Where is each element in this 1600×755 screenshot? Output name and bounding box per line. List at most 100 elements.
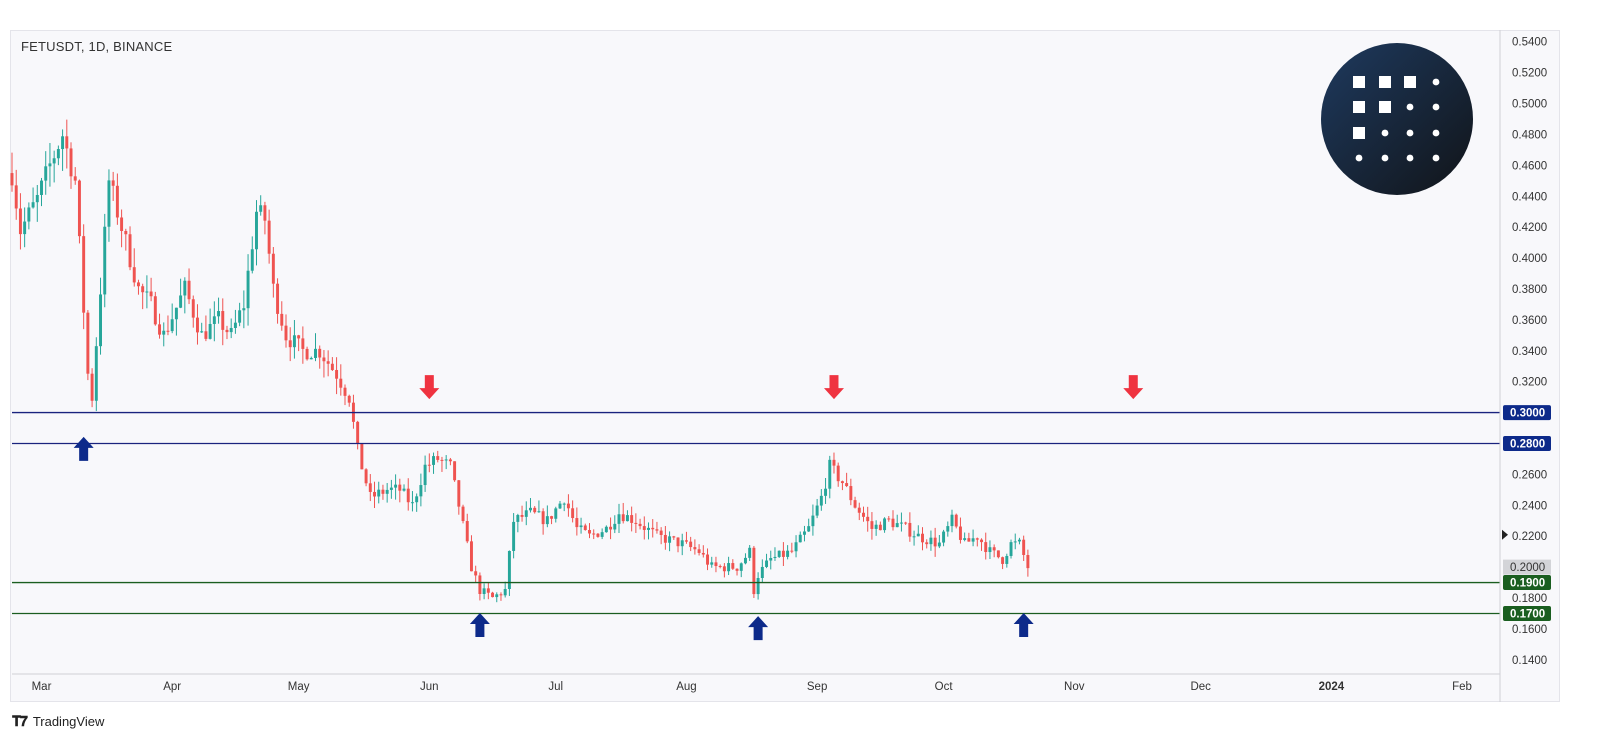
candle-body bbox=[267, 220, 271, 254]
price-axis[interactable]: 0.5400 0.5200 0.5000 0.4800 0.4600 0.4400 0.42… bbox=[1499, 30, 1551, 702]
candle bbox=[250, 236, 254, 274]
candle bbox=[908, 512, 912, 542]
candle bbox=[415, 493, 419, 512]
candle bbox=[267, 209, 271, 264]
chart-pane[interactable] bbox=[10, 30, 1560, 702]
price-tick-label: 0.2400 bbox=[1512, 500, 1547, 512]
candle bbox=[845, 472, 849, 488]
candle bbox=[271, 247, 275, 298]
candle-body bbox=[651, 527, 655, 530]
candle bbox=[457, 479, 461, 515]
candle bbox=[343, 384, 347, 406]
tradingview-brand[interactable]: 𝐓𝟕 TradingView bbox=[12, 713, 104, 729]
candle-body bbox=[550, 516, 554, 519]
candle-body bbox=[862, 512, 865, 517]
candle-body bbox=[769, 558, 773, 561]
candle bbox=[61, 129, 65, 171]
candle bbox=[828, 455, 832, 499]
candle bbox=[373, 481, 376, 509]
candle-body bbox=[777, 550, 781, 557]
candle-body bbox=[478, 575, 482, 595]
candle bbox=[507, 550, 511, 596]
candle bbox=[419, 473, 423, 507]
candle bbox=[819, 489, 823, 511]
candle bbox=[887, 515, 891, 522]
logo-dot bbox=[1432, 154, 1440, 162]
logo-dot bbox=[1406, 154, 1414, 162]
candle bbox=[617, 503, 621, 533]
candle bbox=[339, 364, 343, 396]
candle bbox=[280, 301, 284, 331]
candle bbox=[647, 522, 650, 540]
candle bbox=[588, 523, 591, 539]
candle bbox=[204, 315, 208, 342]
candle bbox=[246, 254, 250, 326]
candle-body bbox=[642, 526, 646, 530]
candle bbox=[238, 302, 242, 327]
candle bbox=[706, 548, 709, 571]
candle-body bbox=[819, 495, 823, 506]
logo-square bbox=[1353, 127, 1365, 139]
badge-label: 0.3000 bbox=[1510, 408, 1545, 420]
candle-body bbox=[870, 521, 874, 529]
badge-label: 0.2800 bbox=[1510, 438, 1545, 450]
candle-body bbox=[276, 283, 280, 314]
candle bbox=[179, 278, 183, 309]
candle bbox=[967, 532, 971, 542]
candle bbox=[954, 513, 958, 529]
candle-body bbox=[410, 502, 414, 504]
candle bbox=[765, 553, 769, 569]
candle bbox=[950, 509, 954, 533]
candle-body bbox=[491, 592, 495, 598]
candle-body bbox=[575, 518, 579, 528]
time-axis[interactable]: Mar Apr May Jun Jul Aug Sep Oct Nov Dec 2024 Feb bbox=[12, 673, 1500, 693]
candle bbox=[655, 521, 659, 534]
candle bbox=[604, 525, 608, 533]
price-tick-label: 0.2200 bbox=[1512, 531, 1547, 543]
candle-body bbox=[120, 217, 124, 232]
candle bbox=[242, 290, 246, 329]
price-tick-label: 0.2600 bbox=[1512, 469, 1547, 481]
candle bbox=[385, 483, 389, 503]
candle-body bbox=[996, 550, 1000, 558]
candle-body bbox=[925, 542, 929, 545]
candle-body bbox=[579, 525, 583, 528]
candle bbox=[862, 506, 865, 522]
candle-body bbox=[1013, 541, 1017, 543]
candle-body bbox=[807, 526, 811, 532]
logo-dot bbox=[1432, 78, 1440, 86]
candle-body bbox=[330, 363, 334, 370]
candle-body bbox=[322, 357, 326, 362]
candle bbox=[672, 535, 676, 540]
candle-body bbox=[415, 496, 419, 503]
price-tick-label: 0.4800 bbox=[1512, 129, 1547, 141]
candle bbox=[35, 185, 39, 222]
candle bbox=[512, 513, 516, 559]
candle bbox=[710, 556, 714, 568]
candle-body bbox=[537, 511, 541, 513]
candle bbox=[31, 187, 35, 209]
candle bbox=[301, 326, 305, 364]
candle-body bbox=[99, 294, 102, 347]
candle-body bbox=[406, 488, 410, 503]
candle bbox=[870, 512, 874, 540]
candle bbox=[748, 544, 752, 561]
candle bbox=[153, 291, 157, 326]
time-tick-label: Sep bbox=[807, 681, 827, 693]
candle-body bbox=[347, 395, 351, 403]
candle bbox=[284, 314, 288, 348]
candle-body bbox=[457, 480, 461, 507]
candle bbox=[503, 581, 507, 598]
candle bbox=[124, 228, 128, 251]
candle bbox=[52, 150, 56, 183]
candle-body bbox=[541, 511, 545, 525]
candle bbox=[883, 517, 887, 533]
candle-body bbox=[35, 194, 39, 203]
candle-body bbox=[73, 176, 77, 181]
candle-body bbox=[233, 322, 237, 328]
candle bbox=[128, 226, 132, 271]
candle-body bbox=[162, 330, 166, 335]
badge-bg bbox=[1503, 575, 1551, 591]
candle bbox=[469, 535, 473, 572]
